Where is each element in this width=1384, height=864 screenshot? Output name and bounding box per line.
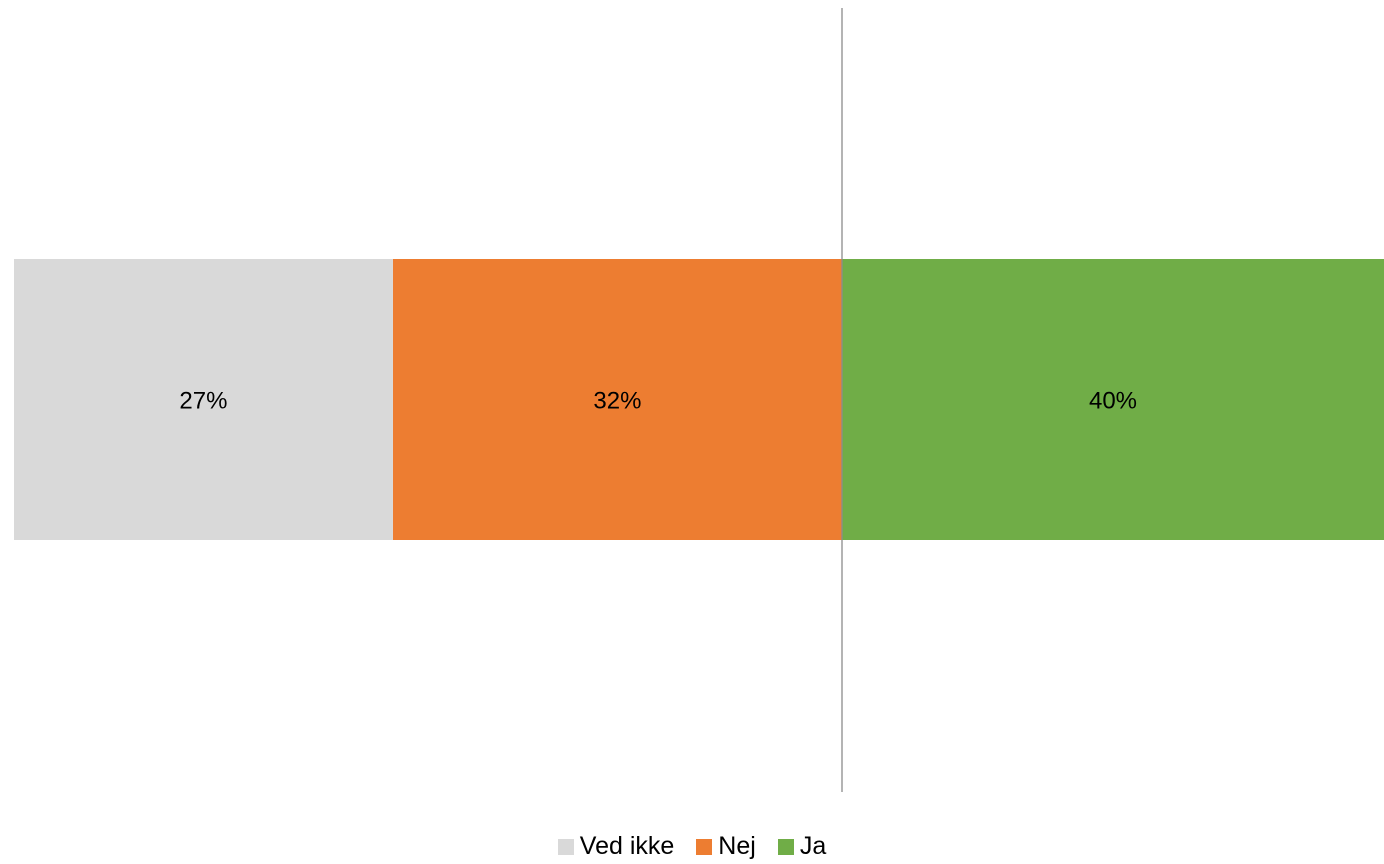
legend: Ved ikke Nej Ja — [0, 832, 1384, 861]
legend-item-nej: Nej — [696, 832, 756, 861]
bar-segment-ja — [842, 259, 1384, 540]
bars-group — [14, 259, 1384, 540]
data-label-ved-ikke: 27% — [179, 388, 227, 415]
legend-label-ja: Ja — [799, 832, 827, 860]
bar-segment-nej — [392, 259, 842, 540]
legend-swatch-ved-ikke — [557, 838, 574, 855]
data-label-ja: 40% — [1089, 388, 1137, 415]
data-label-nej: 32% — [593, 388, 641, 415]
legend-label-nej: Nej — [718, 832, 756, 860]
legend-swatch-ja — [777, 838, 794, 855]
chart-area: 32% 27% 40% — [14, 8, 1384, 792]
legend-swatch-nej — [696, 838, 713, 855]
bar-segment-ved-ikke — [14, 259, 393, 540]
legend-label-ved-ikke: Ved ikke — [579, 832, 675, 860]
legend-item-ja: Ja — [777, 832, 827, 861]
legend-item-ved-ikke: Ved ikke — [557, 832, 675, 861]
labels-group: 32% 27% 40% — [179, 388, 1137, 415]
